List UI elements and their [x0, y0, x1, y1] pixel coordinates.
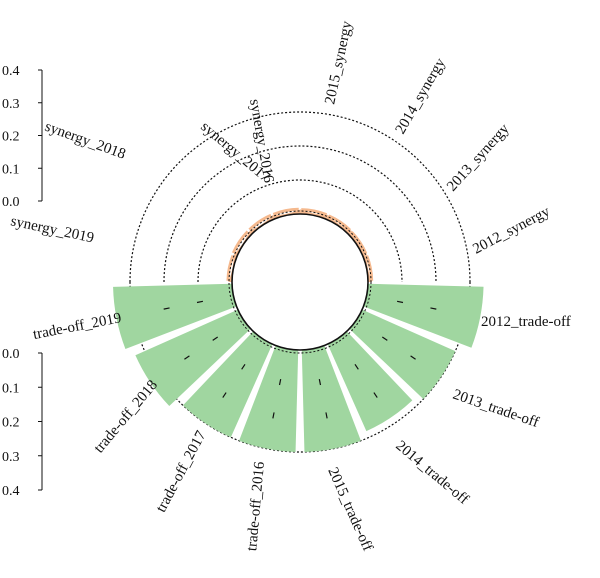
- synergy-bar-2014: [249, 215, 274, 234]
- tradeoff-label-2019: trade-off_2019: [32, 310, 123, 343]
- tradeoff-label-2013: 2013_trade-off: [451, 387, 541, 431]
- synergy-bar-arc-2016: [272, 207, 299, 216]
- tradeoff-bar-2014: [327, 331, 413, 432]
- synergy-axis-tick-label-0: 0.0: [2, 195, 20, 210]
- tradeoff-bar-2015: [301, 345, 361, 452]
- synergy-grid-ring-2: [163, 145, 437, 283]
- synergy-bar-2017: [326, 214, 352, 234]
- tradeoff-tick-mark-2016-0: [278, 378, 282, 386]
- tradeoff-label-2014: 2014_trade-off: [392, 438, 471, 508]
- tradeoff-tick-mark-2014-0: [354, 363, 359, 370]
- inner-dotted-ring: [228, 210, 372, 354]
- synergy-bar-2013: [233, 231, 252, 256]
- tradeoff-tick-mark-2015-1: [325, 412, 328, 419]
- tradeoff-tick-mark-2012-0: [396, 300, 404, 304]
- tradeoff-tick-mark-2013-0: [381, 336, 388, 341]
- synergy-axis-tick-label-4: 0.4: [2, 64, 20, 79]
- tradeoff-bar-2013: [349, 309, 456, 400]
- tradeoff-tick-mark-2018-0: [212, 336, 219, 341]
- tradeoff-axis-tick-label-1: 0.1: [2, 381, 20, 396]
- tradeoff-bar-2018: [135, 309, 251, 407]
- synergy-label-2013: 2013_synergy: [444, 121, 513, 195]
- tradeoff-tick-mark-2015-0: [318, 378, 322, 386]
- tradeoff-bar-2012: [363, 283, 484, 348]
- synergy-bar-arc-2018: [231, 230, 249, 254]
- tradeoff-tick-mark-2018-1: [184, 355, 190, 360]
- tradeoff-axis-tick-label-2: 0.2: [2, 416, 20, 431]
- synergy-label-2012: 2012_synergy: [470, 203, 553, 257]
- tradeoff-bar-2016: [239, 345, 299, 452]
- tradeoff-tick-mark-2014-1: [373, 392, 378, 398]
- tradeoff-label-2016: trade-off_2016: [244, 460, 268, 551]
- inner-circle: [231, 213, 369, 351]
- synergy-bar-arc-2013: [350, 231, 368, 255]
- tradeoff-label-2018: trade-off_2018: [91, 377, 161, 456]
- tradeoff-axis-tick-label-0: 0.0: [2, 347, 20, 362]
- tradeoff-tick-mark-2016-1: [272, 412, 275, 419]
- synergy-label-2015: 2015_synergy: [322, 19, 355, 106]
- synergy-label-2019: synergy_2019: [9, 213, 95, 246]
- tradeoff-label-2017: trade-off_2017: [153, 428, 209, 515]
- tradeoff-axis-tick-label-4: 0.4: [2, 484, 20, 499]
- tradeoff-tick-mark-2012-1: [430, 307, 437, 310]
- tradeoff-label-2012: 2012_trade-off: [481, 314, 571, 330]
- tradeoff-tick-mark-2019-0: [196, 300, 204, 304]
- synergy-bar-arc-2017: [248, 213, 272, 231]
- tradeoff-tick-mark-2017-0: [241, 363, 246, 370]
- synergy-bar-arc-2014: [328, 214, 352, 232]
- tradeoff-label-2015: 2015_trade-off: [324, 465, 375, 553]
- synergy-label-2018: synergy_2018: [43, 119, 128, 163]
- synergy-grid-ring-3: [129, 111, 471, 283]
- synergy-bar-arc-2015: [301, 208, 328, 217]
- tradeoff-tick-mark-2019-1: [163, 307, 170, 310]
- tradeoff-tick-mark-2013-1: [410, 355, 416, 360]
- synergy-axis-tick-label-1: 0.1: [2, 162, 20, 177]
- tradeoff-axis-tick-label-3: 0.3: [2, 450, 20, 465]
- synergy-axis-tick-label-3: 0.3: [2, 97, 20, 112]
- synergy-bar-arc-2019: [226, 255, 235, 281]
- tradeoff-bar-2017: [182, 331, 273, 438]
- synergy-bar-arc-2012: [365, 255, 374, 281]
- tradeoff-bar-2019: [113, 283, 237, 350]
- synergy-axis-tick-label-2: 0.2: [2, 130, 20, 145]
- synergy-label-2014: 2014_synergy: [393, 55, 449, 137]
- tradeoff-tick-mark-2017-1: [222, 392, 227, 398]
